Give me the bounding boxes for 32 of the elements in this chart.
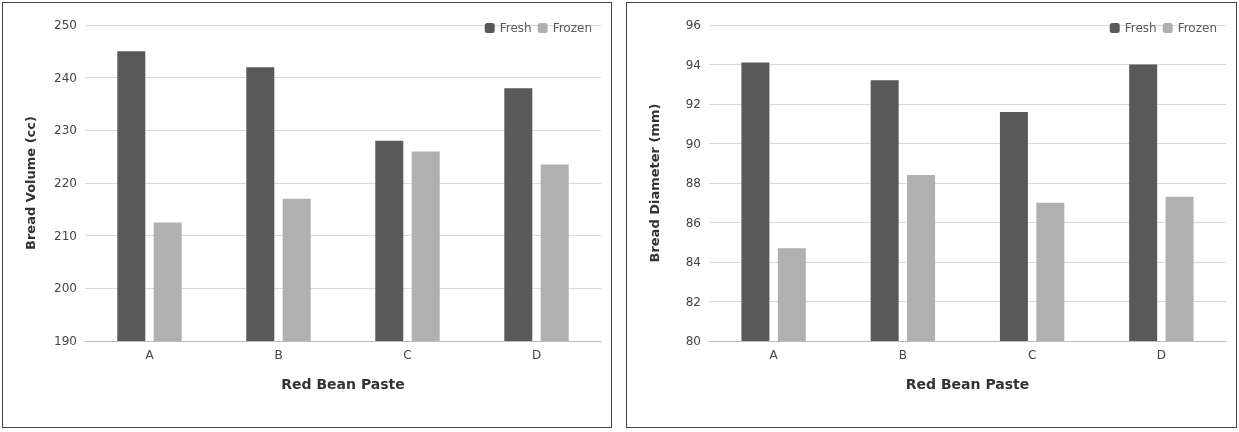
y-tick-label: 82 (685, 294, 701, 309)
x-tick-label: D (531, 348, 542, 362)
y-tick-label: 200 (54, 281, 77, 296)
y-tick-label: 90 (685, 136, 701, 151)
y-tick-label: 96 (685, 18, 701, 32)
y-tick-label: 94 (685, 57, 701, 72)
legend-label: Frozen (552, 21, 592, 35)
y-axis-title: Bread Volume (cc) (23, 116, 38, 250)
x-tick-label: C (403, 348, 412, 362)
legend-label: Fresh (1124, 21, 1157, 35)
y-tick-label: 220 (54, 176, 77, 190)
x-axis-title: Red Bean Paste (281, 376, 405, 392)
y-tick-label: 190 (54, 334, 77, 348)
x-tick-label: D (1156, 348, 1166, 362)
x-tick-label: B (274, 348, 283, 362)
x-tick-label: A (145, 348, 155, 362)
y-tick-label: 210 (54, 228, 77, 243)
x-tick-label: B (898, 348, 907, 362)
y-tick-label: 92 (685, 97, 701, 111)
legend-label: Fresh (499, 21, 532, 35)
x-tick-label: A (769, 348, 779, 362)
x-axis-title: Red Bean Paste (905, 376, 1030, 392)
y-axis-title: Bread Diameter (mm) (647, 103, 662, 263)
x-tick-label: C (1027, 348, 1037, 362)
y-tick-label: 230 (54, 123, 77, 138)
y-tick-label: 80 (685, 334, 701, 348)
y-tick-label: 84 (685, 255, 701, 269)
y-tick-label: 88 (685, 176, 701, 190)
y-tick-label: 240 (54, 70, 77, 85)
y-tick-label: 86 (685, 215, 701, 230)
y-tick-label: 250 (54, 18, 77, 32)
legend-label: Frozen (1177, 21, 1217, 35)
